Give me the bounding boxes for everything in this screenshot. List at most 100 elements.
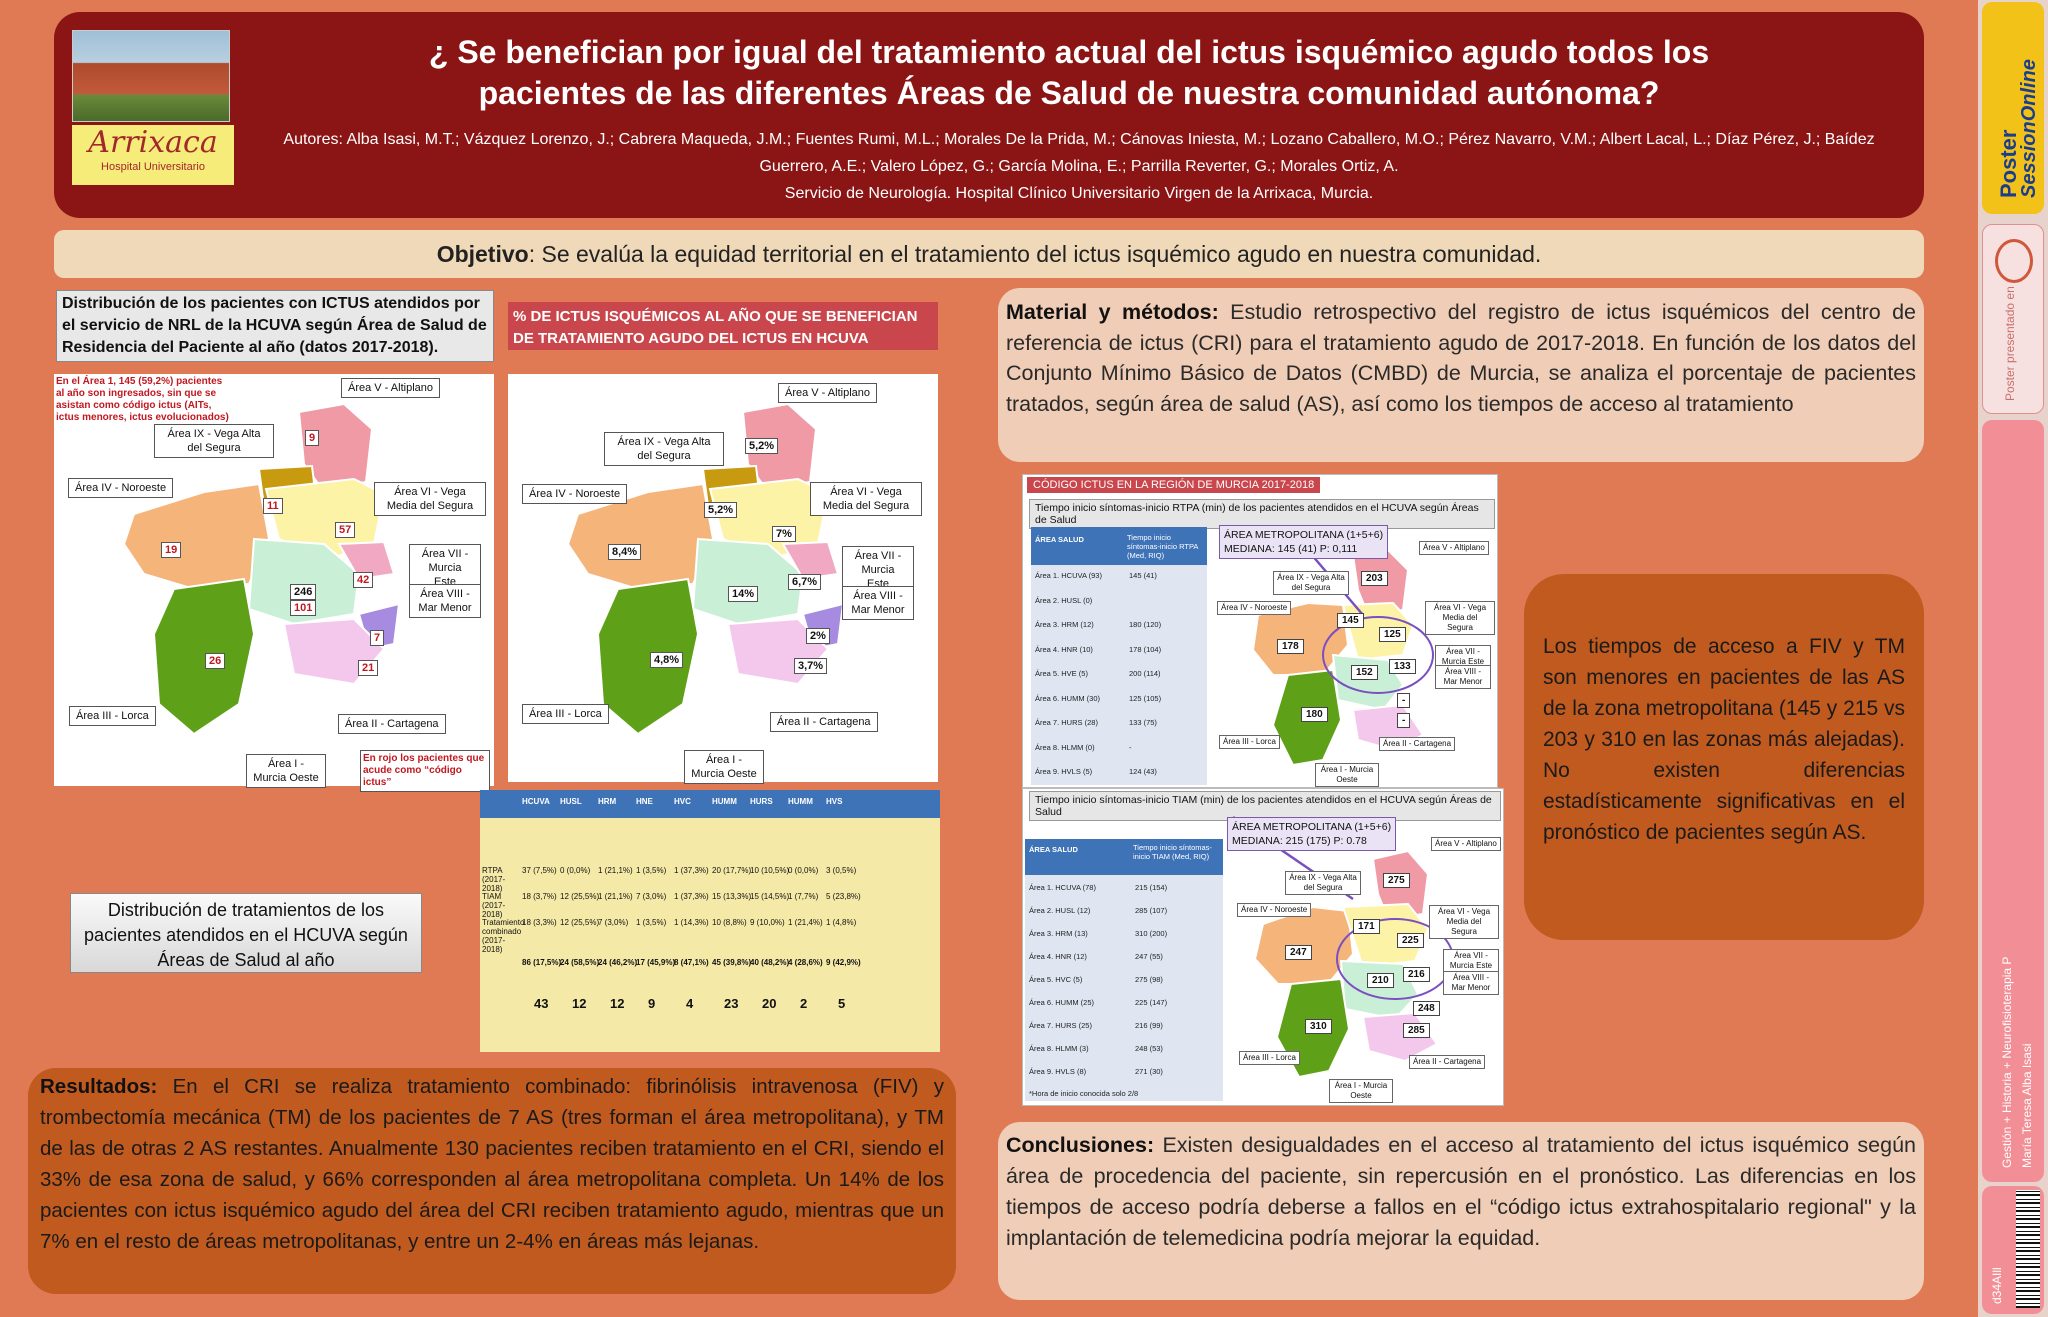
- tiam-map-vii: 216: [1403, 967, 1430, 982]
- table-row-label: Tratamiento combinado (2017-2018): [482, 918, 525, 954]
- tiam-callout-vii: Área VII - Murcia Este: [1443, 949, 1499, 973]
- table-header-cell: HVS: [826, 797, 843, 806]
- table-total-cell: 8 (47,1%): [674, 958, 709, 967]
- results-box: Resultados: En el CRI se realiza tratami…: [28, 1068, 956, 1294]
- tiam-map-ii: 285: [1403, 1023, 1430, 1038]
- table-cell: 15 (13,3%): [712, 892, 752, 901]
- time-row-value: 216 (99): [1135, 1021, 1163, 1030]
- table-cell: 10 (10,5%): [750, 866, 790, 875]
- time-row-area: Área 6. HUMM (30): [1035, 693, 1101, 703]
- table-cell: 7 (3,0%): [636, 892, 667, 901]
- congress-seal: Poster presentado en: [1982, 224, 2044, 414]
- postersession-logo[interactable]: Poster SessionOnline: [1982, 2, 2044, 214]
- rtpa-callout-vi: Área VI - Vega Media del Segura: [1425, 601, 1495, 635]
- map1-value-vi: 57: [335, 522, 356, 538]
- logo-name: Arrixaca: [88, 125, 218, 160]
- map2-callout-area-i: Área I - Murcia Oeste: [684, 750, 764, 784]
- table-cell: 10 (8,8%): [712, 918, 747, 927]
- tiam-subtitle: Tiempo inicio síntomas-inicio TIAM (min)…: [1029, 791, 1501, 821]
- map1-panel: En el Área 1, 145 (59,2%) pacientes al a…: [54, 374, 494, 792]
- table-yearly-cell: 2: [800, 996, 808, 1011]
- time-row-value: 285 (107): [1135, 906, 1168, 915]
- tiam-map-vi: 225: [1397, 933, 1424, 948]
- callout-area-ii: Área II - Cartagena: [338, 714, 446, 734]
- table-cell: 1 (7,7%): [788, 892, 819, 901]
- map2-value-i: 14%: [728, 586, 759, 602]
- tiam-median-box: ÁREA METROPOLITANA (1+5+6) MEDIANA: 215 …: [1227, 817, 1397, 851]
- map2-value-ix: 5,2%: [704, 502, 738, 518]
- rtpa-callout-i: Área I - Murcia Oeste: [1315, 763, 1379, 787]
- table-cell: 1 (14,3%): [674, 918, 709, 927]
- map2-value-vii: 6,7%: [788, 574, 822, 590]
- time-row-value: -: [1129, 742, 1132, 752]
- rtpa-panel: CÓDIGO ICTUS EN LA REGIÓN DE MURCIA 2017…: [1022, 474, 1498, 788]
- table-cell: 1 (3,5%): [636, 918, 667, 927]
- table-total-cell: 40 (48,2%): [750, 958, 790, 967]
- poster-header: Arrixaca Hospital Universitario ¿ Se ben…: [54, 12, 1924, 218]
- table-cell: 1 (4,8%): [826, 918, 857, 927]
- table-cell: 18 (3,3%): [522, 918, 557, 927]
- tiam-callout-iii: Área III - Lorca: [1239, 1051, 1300, 1065]
- time-row-area: Área 6. HUMM (25): [1029, 998, 1095, 1007]
- map1-value-vii: 42: [353, 572, 374, 588]
- time-row-area: Área 7. HURS (28): [1035, 718, 1098, 727]
- time-row-area: Área 1. HCUVA (78): [1029, 883, 1096, 892]
- callout-area-vi: Área VI - Vega Media del Segura: [374, 482, 486, 516]
- time-row-area: Área 2. HUSL (0): [1035, 595, 1093, 605]
- time-row-value: 180 (120): [1129, 620, 1162, 629]
- callout-area-iii: Área III - Lorca: [69, 706, 156, 726]
- rtpa-map-vi: 125: [1379, 627, 1406, 642]
- map2-callout-area-viii: Área VIII - Mar Menor: [842, 586, 914, 620]
- time-row-area: Área 9. HVLS (5): [1035, 767, 1093, 776]
- map2-callout-area-iv: Área IV - Noroeste: [522, 484, 628, 504]
- table-cell: 1 (21,1%): [598, 892, 633, 901]
- map2-value-vi: 7%: [772, 526, 796, 542]
- access-times-box: Los tiempos de acceso a FIV y TM son men…: [1524, 574, 1924, 940]
- table-cell: 5 (23,8%): [826, 892, 861, 901]
- rtpa-map-iii: 180: [1301, 707, 1328, 722]
- table-cell: 12 (25,5%): [560, 918, 600, 927]
- tiam-callout-v: Área V - Altiplano: [1431, 837, 1501, 851]
- table-cell: 37 (7,5%): [522, 866, 557, 875]
- table-header-cell: HURS: [750, 797, 773, 806]
- time-row-value: 275 (98): [1135, 975, 1163, 984]
- methods-box: Material y métodos: Estudio retrospectiv…: [998, 288, 1924, 462]
- callout-area-i: Área I - Murcia Oeste: [246, 754, 326, 788]
- table-cell: 0 (0,0%): [560, 866, 591, 875]
- table-cell: 18 (3,7%): [522, 892, 557, 901]
- tiam-map-ix: 171: [1353, 919, 1380, 934]
- table-total-cell: 86 (17,5%): [522, 958, 562, 967]
- tiam-footnote: *Hora de inicio conocida solo 2/8: [1029, 1089, 1139, 1098]
- tiam-map-i: 210: [1367, 973, 1394, 988]
- rtpa-subtitle: Tiempo inicio síntomas-inicio RTPA (min)…: [1029, 499, 1495, 529]
- conclusions-box: Conclusiones: Existen desigualdades en e…: [998, 1122, 1924, 1300]
- rtpa-map-ix: 145: [1337, 613, 1364, 628]
- table-cell: 20 (17,7%): [712, 866, 752, 875]
- table-total-cell: 45 (39,8%): [712, 958, 752, 967]
- table-cell: 1 (3,5%): [636, 866, 667, 875]
- time-row-area: Área 2. HUSL (12): [1029, 906, 1091, 915]
- time-row-value: 225 (147): [1135, 998, 1168, 1007]
- map1-note-bottom: En rojo los pacientes que acude como “có…: [360, 750, 490, 792]
- table-cell: 0 (0,0%): [788, 866, 819, 875]
- table-yearly-cell: 12: [572, 996, 587, 1011]
- table-yearly-cell: 5: [838, 996, 846, 1011]
- time-row-value: 215 (154): [1135, 883, 1168, 892]
- tiam-callout-vi: Área VI - Vega Media del Segura: [1429, 905, 1499, 939]
- tiam-map-iv: 247: [1285, 945, 1312, 960]
- tiam-callout-i: Área I - Murcia Oeste: [1329, 1079, 1393, 1103]
- table-total-cell: 24 (58,5%): [560, 958, 600, 967]
- arrixaca-logo: Arrixaca Hospital Universitario: [72, 125, 234, 185]
- time-row-value: 271 (30): [1135, 1067, 1163, 1076]
- poster-sidebar: Poster SessionOnline Poster presentado e…: [1978, 0, 2048, 1317]
- table-total-cell: 24 (46,2%): [598, 958, 638, 967]
- tiam-callout-ix: Área IX - Vega Alta del Segura: [1285, 871, 1361, 895]
- map1-value-i-code: 101: [290, 600, 317, 616]
- time-row-value: 200 (114): [1129, 669, 1161, 678]
- table-header-cell: HUMM: [712, 797, 737, 806]
- map2-value-iii: 4,8%: [650, 652, 684, 668]
- affiliation: Servicio de Neurología. Hospital Clínico…: [784, 185, 1374, 202]
- table-header-cell: HVC: [674, 797, 691, 806]
- sidebar-info: Gestión + Historia + Neurofisioterapia P…: [1982, 420, 2044, 1182]
- tiam-callout-iv: Área IV - Noroeste: [1237, 903, 1312, 917]
